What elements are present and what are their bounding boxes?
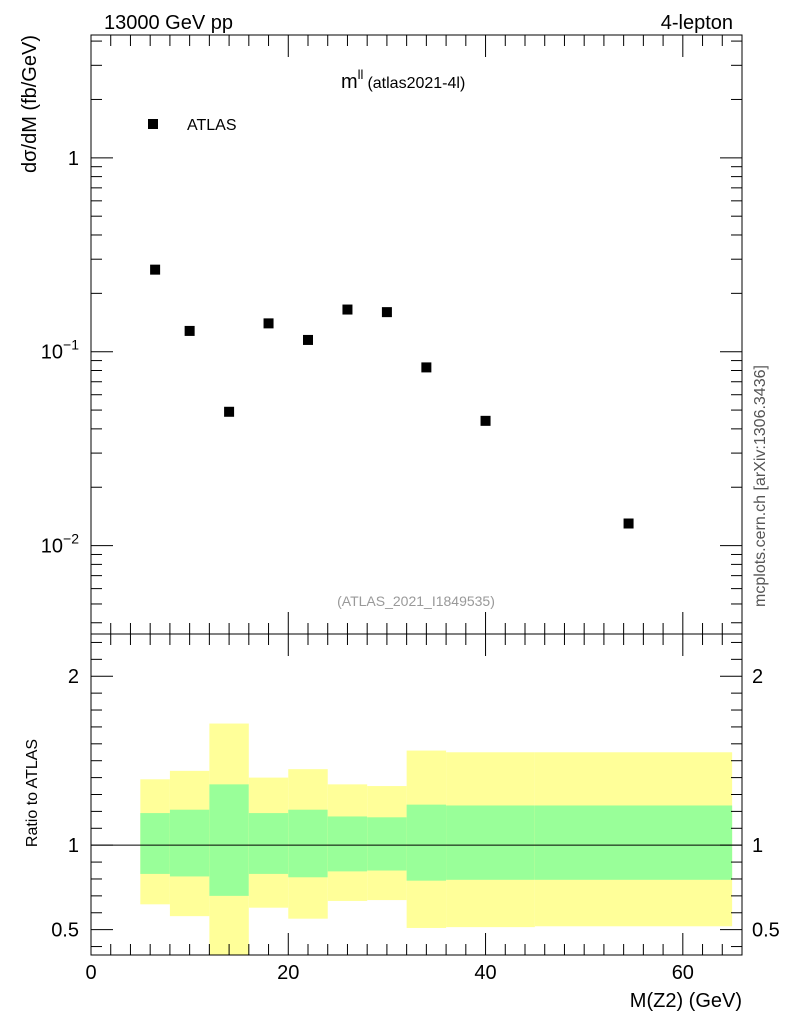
- main-ytick-label-0: 10−2: [41, 531, 79, 558]
- data-point-5: [342, 304, 353, 315]
- x-tick-label-3: 60: [672, 962, 694, 984]
- green-band-5: [327, 816, 368, 872]
- header-left: 13000 GeV pp: [104, 12, 233, 34]
- x-tick-label-1: 20: [277, 962, 299, 984]
- green-band-7: [406, 804, 447, 881]
- green-band-8: [446, 805, 535, 880]
- main-y-axis-label: dσ/dM (fb/GeV): [19, 35, 41, 173]
- ratio-plot-frame: [90, 633, 743, 956]
- x-axis-label: M(Z2) (GeV): [630, 990, 742, 1012]
- ratio-bands: [140, 723, 733, 955]
- side-label: mcplots.cern.ch [arXiv:1306.3436]: [752, 365, 769, 607]
- plot-title-sub: (atlas2021-4l): [367, 75, 465, 92]
- main-axis-ticks: 10−2 10−1 1: [41, 35, 742, 634]
- x-tick-label-0: 0: [85, 962, 96, 984]
- green-band-1: [169, 809, 210, 877]
- plot-title-sup: ll: [358, 67, 364, 82]
- green-band-9: [534, 805, 733, 880]
- x-tick-label-2: 40: [474, 962, 496, 984]
- legend-label-atlas: ATLAS: [187, 117, 237, 134]
- green-band-2: [209, 784, 249, 896]
- main-ytick-label-1: 10−1: [41, 337, 79, 364]
- ratio-ytick-label-left-2: 2: [68, 666, 79, 688]
- legend-marker-atlas: [148, 119, 158, 129]
- main-ytick-label-2: 1: [68, 148, 79, 170]
- data-point-9: [623, 518, 634, 529]
- plot-title: mll(atlas2021-4l): [341, 67, 465, 93]
- ratio-ytick-label-right-0: 0.5: [752, 920, 780, 942]
- green-band-4: [288, 809, 328, 878]
- watermark-text: (ATLAS_2021_I1849535): [337, 593, 495, 609]
- ratio-ytick-label-right-1: 1: [752, 835, 763, 857]
- data-points: [150, 264, 634, 529]
- green-band-3: [248, 813, 289, 874]
- ratio-ytick-label-left-0: 0.5: [51, 920, 79, 942]
- ratio-y-axis-label: Ratio to ATLAS: [24, 739, 41, 847]
- data-point-7: [421, 362, 432, 373]
- data-point-1: [184, 325, 195, 336]
- ratio-ytick-label-left-1: 1: [68, 835, 79, 857]
- data-point-2: [224, 406, 235, 417]
- data-point-6: [381, 307, 392, 318]
- header-right: 4-lepton: [661, 12, 733, 34]
- green-band-6: [367, 817, 407, 871]
- data-point-8: [480, 415, 491, 426]
- plot-title-main: m: [341, 71, 358, 93]
- data-point-3: [263, 318, 274, 329]
- data-point-0: [150, 264, 161, 275]
- ratio-ytick-label-right-2: 2: [752, 666, 763, 688]
- green-band-0: [140, 813, 170, 874]
- data-point-4: [303, 334, 313, 345]
